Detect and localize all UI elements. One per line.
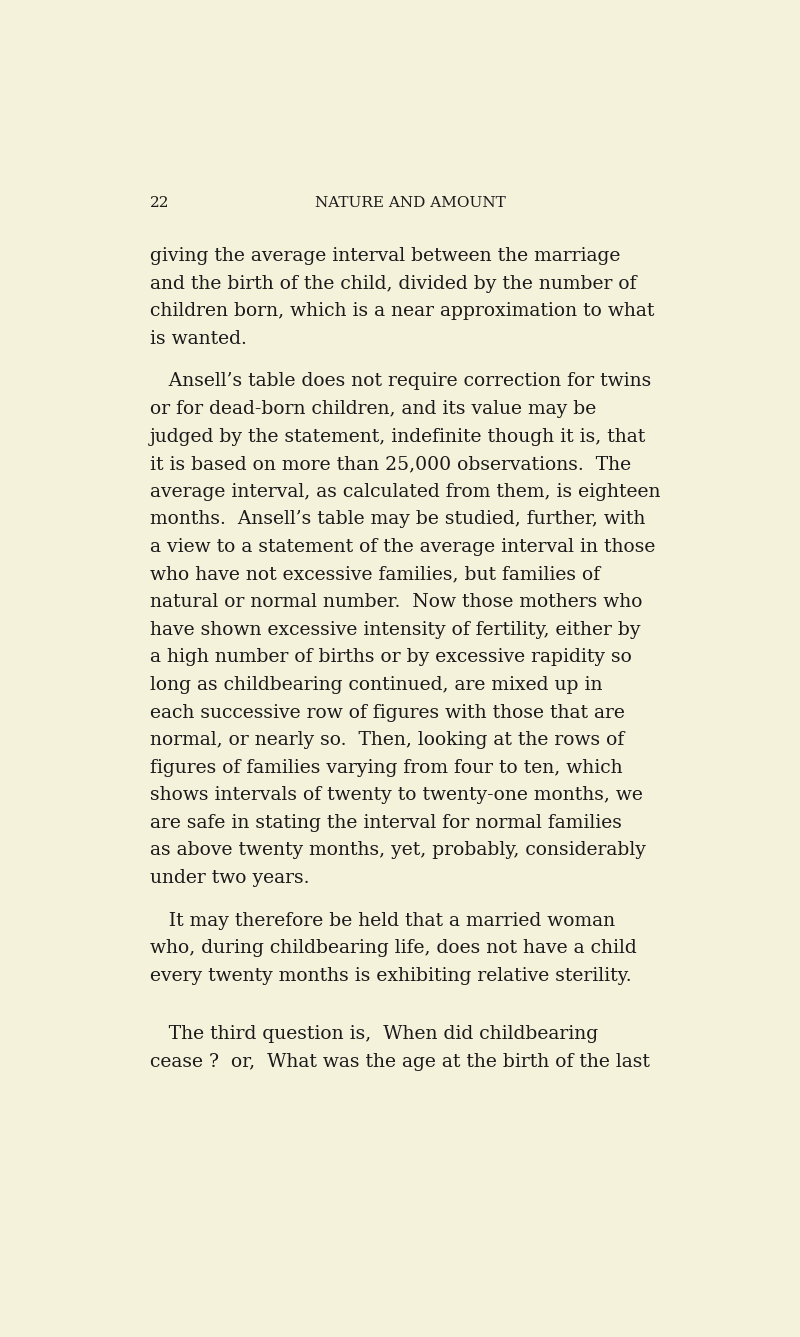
Text: judged by the statement, indefinite though it is, that: judged by the statement, indefinite thou… xyxy=(150,428,646,445)
Text: children born, which is a near approximation to what: children born, which is a near approxima… xyxy=(150,302,654,320)
Text: is wanted.: is wanted. xyxy=(150,330,246,348)
Text: cease ?  or,  What was the age at the birth of the last: cease ? or, What was the age at the birt… xyxy=(150,1052,650,1071)
Text: long as childbearing continued, are mixed up in: long as childbearing continued, are mixe… xyxy=(150,677,602,694)
Text: months.  Ansell’s table may be studied, further, with: months. Ansell’s table may be studied, f… xyxy=(150,511,645,528)
Text: natural or normal number.  Now those mothers who: natural or normal number. Now those moth… xyxy=(150,594,642,611)
Text: average interval, as calculated from them, is eighteen: average interval, as calculated from the… xyxy=(150,483,660,501)
Text: and the birth of the child, divided by the number of: and the birth of the child, divided by t… xyxy=(150,274,636,293)
Text: The third question is,  When did childbearing: The third question is, When did childbea… xyxy=(150,1025,598,1043)
Text: have shown excessive intensity of fertility, either by: have shown excessive intensity of fertil… xyxy=(150,620,640,639)
Text: it is based on more than 25,000 observations.  The: it is based on more than 25,000 observat… xyxy=(150,455,630,473)
Text: shows intervals of twenty to twenty-one months, we: shows intervals of twenty to twenty-one … xyxy=(150,786,642,805)
Text: under two years.: under two years. xyxy=(150,869,309,886)
Text: 22: 22 xyxy=(150,197,169,210)
Text: It may therefore be held that a married woman: It may therefore be held that a married … xyxy=(150,912,614,929)
Text: who, during childbearing life, does not have a child: who, during childbearing life, does not … xyxy=(150,940,636,957)
Text: or for dead-born children, and its value may be: or for dead-born children, and its value… xyxy=(150,400,596,418)
Text: are safe in stating the interval for normal families: are safe in stating the interval for nor… xyxy=(150,814,622,832)
Text: every twenty months is exhibiting relative sterility.: every twenty months is exhibiting relati… xyxy=(150,967,631,985)
Text: who have not excessive families, but families of: who have not excessive families, but fam… xyxy=(150,566,600,583)
Text: normal, or nearly so.  Then, looking at the rows of: normal, or nearly so. Then, looking at t… xyxy=(150,731,624,749)
Text: Ansell’s table does not require correction for twins: Ansell’s table does not require correcti… xyxy=(150,373,651,390)
Text: each successive row of figures with those that are: each successive row of figures with thos… xyxy=(150,703,625,722)
Text: NATURE AND AMOUNT: NATURE AND AMOUNT xyxy=(314,197,506,210)
Text: a high number of births or by excessive rapidity so: a high number of births or by excessive … xyxy=(150,648,631,666)
Text: a view to a statement of the average interval in those: a view to a statement of the average int… xyxy=(150,537,655,556)
Text: figures of families varying from four to ten, which: figures of families varying from four to… xyxy=(150,758,622,777)
Text: giving the average interval between the marriage: giving the average interval between the … xyxy=(150,247,620,265)
Text: as above twenty months, yet, probably, considerably: as above twenty months, yet, probably, c… xyxy=(150,841,646,860)
